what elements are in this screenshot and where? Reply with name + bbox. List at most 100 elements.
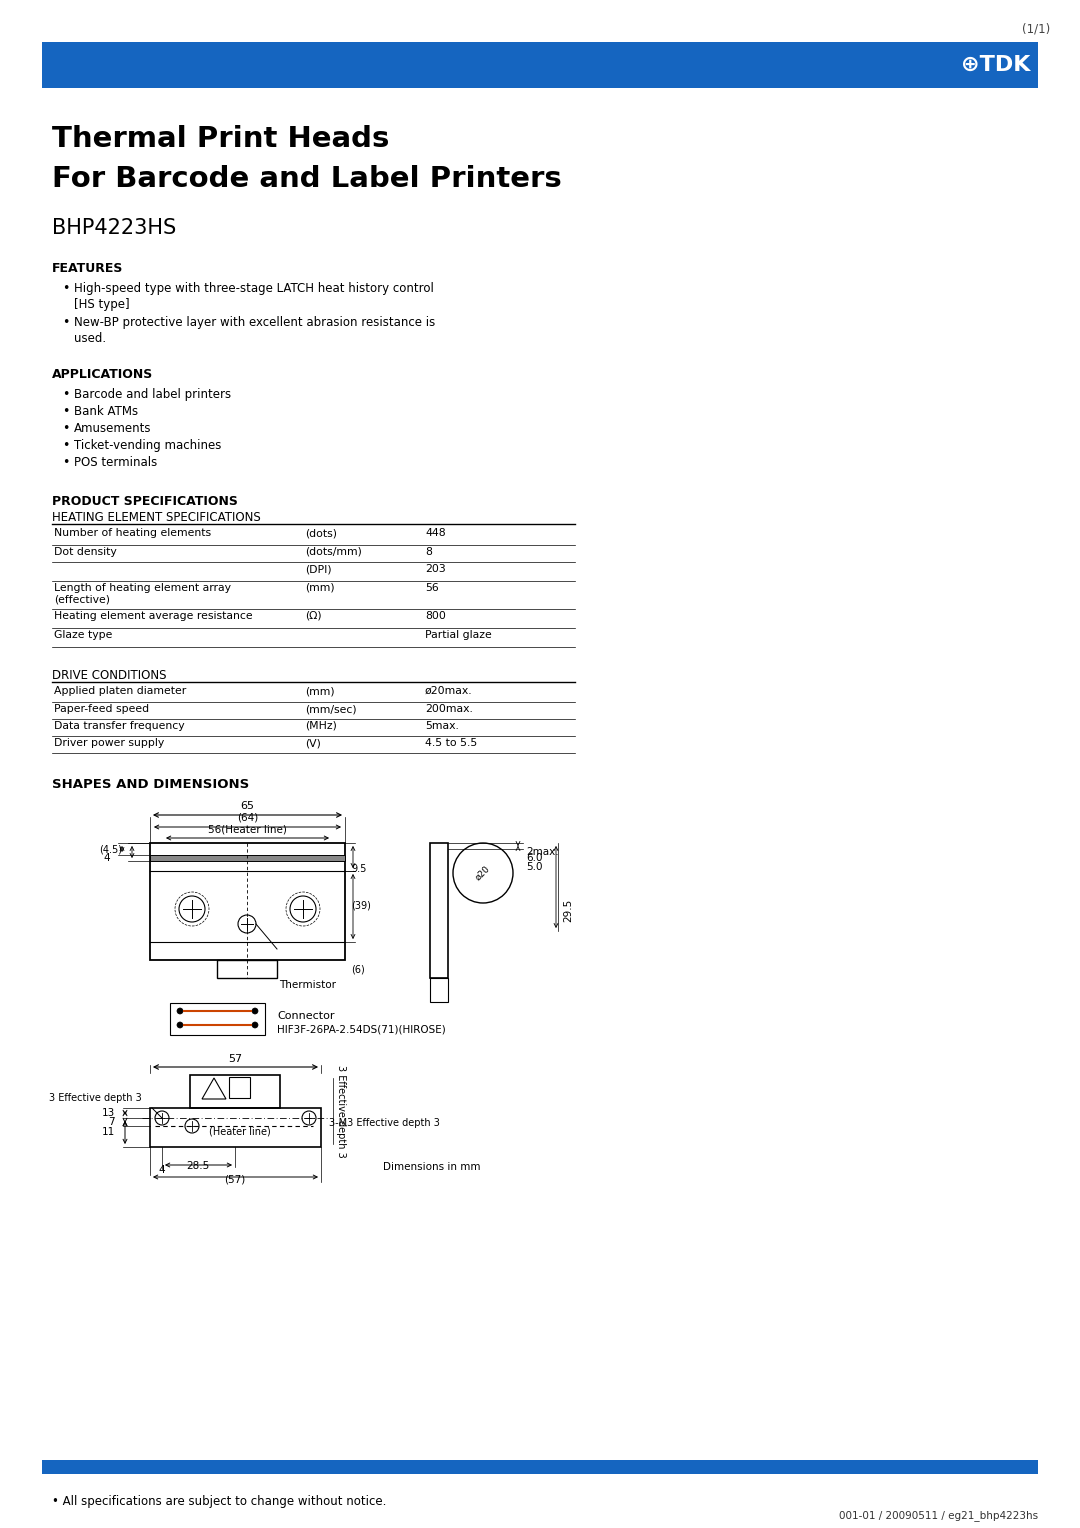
Text: Dimensions in mm: Dimensions in mm — [383, 1161, 481, 1172]
Text: 57: 57 — [228, 1054, 242, 1063]
Text: 29.5: 29.5 — [563, 898, 573, 921]
Circle shape — [252, 1022, 258, 1028]
Text: Heating element average resistance: Heating element average resistance — [54, 611, 253, 620]
Text: Bank ATMs: Bank ATMs — [75, 405, 138, 419]
Text: High-speed type with three-stage LATCH heat history control: High-speed type with three-stage LATCH h… — [75, 283, 434, 295]
Text: (mm): (mm) — [305, 686, 335, 695]
Text: (mm): (mm) — [305, 584, 335, 593]
Text: HEATING ELEMENT SPECIFICATIONS: HEATING ELEMENT SPECIFICATIONS — [52, 510, 260, 524]
Text: Data transfer frequency: Data transfer frequency — [54, 721, 185, 730]
Text: Paper-feed speed: Paper-feed speed — [54, 704, 149, 714]
Text: (64): (64) — [237, 813, 258, 824]
Bar — [430, 978, 448, 1002]
Text: (DPI): (DPI) — [305, 564, 332, 575]
Text: 8: 8 — [426, 547, 432, 558]
Text: Thermal Print Heads: Thermal Print Heads — [52, 125, 390, 153]
Text: •: • — [62, 388, 69, 400]
Text: Glaze type: Glaze type — [54, 630, 112, 640]
Text: 56: 56 — [426, 584, 438, 593]
Text: 9.5: 9.5 — [351, 863, 366, 874]
Text: •: • — [62, 316, 69, 329]
Text: (1/1): (1/1) — [1022, 21, 1050, 35]
Text: POS terminals: POS terminals — [75, 455, 158, 469]
Text: Partial glaze: Partial glaze — [426, 630, 491, 640]
Text: (effective): (effective) — [54, 594, 110, 605]
Text: Length of heating element array: Length of heating element array — [54, 584, 231, 593]
Text: •: • — [62, 439, 69, 452]
Text: 13: 13 — [102, 1108, 114, 1118]
Text: FEATURES: FEATURES — [52, 261, 123, 275]
Text: Number of heating elements: Number of heating elements — [54, 529, 211, 538]
Text: •: • — [62, 422, 69, 435]
Text: 3-M3 Effective depth 3: 3-M3 Effective depth 3 — [329, 1118, 440, 1128]
Text: 203: 203 — [426, 564, 446, 575]
Text: •: • — [62, 405, 69, 419]
Text: •: • — [62, 283, 69, 295]
Text: 11: 11 — [102, 1128, 114, 1137]
Text: 28.5: 28.5 — [187, 1161, 210, 1170]
Text: Amusements: Amusements — [75, 422, 151, 435]
Text: Barcode and label printers: Barcode and label printers — [75, 388, 231, 400]
Text: (57): (57) — [225, 1175, 245, 1186]
Text: 800: 800 — [426, 611, 446, 620]
Bar — [170, 1002, 265, 1034]
Text: [HS type]: [HS type] — [75, 298, 130, 312]
Text: 001-01 / 20090511 / eg21_bhp4223hs: 001-01 / 20090511 / eg21_bhp4223hs — [839, 1510, 1038, 1520]
Text: PRODUCT SPECIFICATIONS: PRODUCT SPECIFICATIONS — [52, 495, 238, 507]
Text: 3 Effective depth 3: 3 Effective depth 3 — [336, 1065, 346, 1157]
Text: 5max.: 5max. — [426, 721, 459, 730]
Bar — [190, 1076, 280, 1108]
Text: 4: 4 — [104, 853, 110, 863]
Text: 448: 448 — [426, 529, 446, 538]
Text: (Heater line): (Heater line) — [210, 1128, 271, 1137]
Text: Connector: Connector — [276, 1012, 335, 1021]
Text: 3 Effective depth 3: 3 Effective depth 3 — [50, 1093, 141, 1103]
Text: 6.0: 6.0 — [526, 853, 542, 863]
Text: DRIVE CONDITIONS: DRIVE CONDITIONS — [52, 669, 166, 681]
Bar — [42, 1459, 1038, 1475]
Text: • All specifications are subject to change without notice.: • All specifications are subject to chan… — [52, 1494, 387, 1508]
Bar — [217, 960, 276, 978]
Text: (mm/sec): (mm/sec) — [305, 704, 356, 714]
Text: Driver power supply: Driver power supply — [54, 738, 164, 749]
Circle shape — [177, 1022, 183, 1028]
Text: For Barcode and Label Printers: For Barcode and Label Printers — [52, 165, 562, 193]
Text: (6): (6) — [351, 964, 365, 973]
Text: Ticket-vending machines: Ticket-vending machines — [75, 439, 221, 452]
Text: 65: 65 — [241, 801, 255, 811]
Text: (39): (39) — [351, 902, 370, 911]
Text: (dots): (dots) — [305, 529, 337, 538]
Text: 4.5 to 5.5: 4.5 to 5.5 — [426, 738, 477, 749]
Circle shape — [177, 1008, 183, 1015]
Text: (MHz): (MHz) — [305, 721, 337, 730]
Bar — [42, 41, 1038, 89]
Bar — [150, 1108, 321, 1148]
Text: (V): (V) — [305, 738, 321, 749]
Text: 7: 7 — [108, 1117, 114, 1128]
Bar — [150, 856, 345, 860]
Circle shape — [252, 1008, 258, 1015]
Text: (4.5): (4.5) — [99, 843, 122, 854]
Bar — [229, 1077, 249, 1099]
Text: Thermistor: Thermistor — [279, 979, 336, 990]
Bar — [150, 843, 345, 960]
Text: BHP4223HS: BHP4223HS — [52, 219, 176, 238]
Text: ø20: ø20 — [474, 863, 492, 882]
Text: SHAPES AND DIMENSIONS: SHAPES AND DIMENSIONS — [52, 778, 249, 792]
Text: 56(Heater line): 56(Heater line) — [208, 824, 287, 834]
Text: Dot density: Dot density — [54, 547, 117, 558]
Text: 5.0: 5.0 — [526, 862, 542, 872]
Text: HIF3F-26PA-2.54DS(71)(HIROSE): HIF3F-26PA-2.54DS(71)(HIROSE) — [276, 1025, 446, 1034]
Bar — [430, 843, 448, 978]
Text: 4: 4 — [158, 1164, 164, 1175]
Text: ø20max.: ø20max. — [426, 686, 473, 695]
Text: Applied platen diameter: Applied platen diameter — [54, 686, 186, 695]
Text: New-BP protective layer with excellent abrasion resistance is: New-BP protective layer with excellent a… — [75, 316, 435, 329]
Text: ⊕TDK: ⊕TDK — [960, 55, 1030, 75]
Text: (dots/mm): (dots/mm) — [305, 547, 362, 558]
Text: used.: used. — [75, 332, 106, 345]
Text: •: • — [62, 455, 69, 469]
Text: (Ω): (Ω) — [305, 611, 322, 620]
Text: 2max.: 2max. — [526, 847, 558, 857]
Text: APPLICATIONS: APPLICATIONS — [52, 368, 153, 380]
